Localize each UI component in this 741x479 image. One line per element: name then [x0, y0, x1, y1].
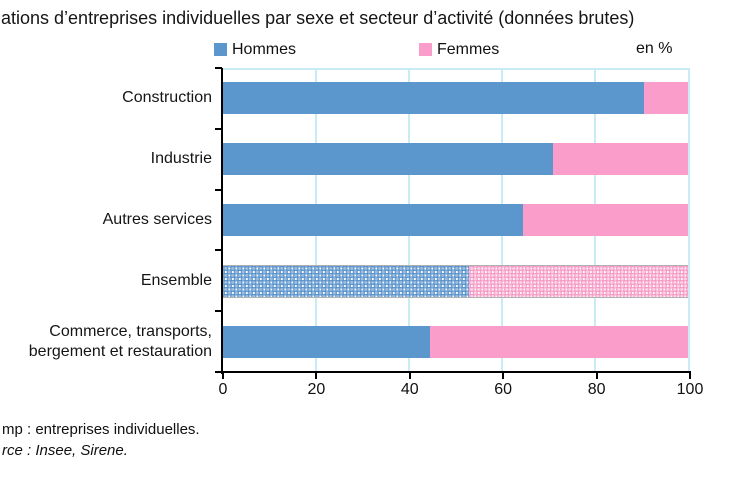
- category-label-line: Autres services: [102, 211, 212, 228]
- x-tick-label-80: 80: [587, 381, 606, 398]
- category-label-line: bergement et restauration: [28, 342, 212, 360]
- bar-row-commerce-transports-: [223, 325, 688, 358]
- x-tick-100: [689, 373, 691, 379]
- chart-title: ations d’entreprises individuelles par s…: [1, 8, 635, 28]
- category-label-line: Construction: [122, 89, 212, 107]
- x-tick-label-40: 40: [400, 381, 419, 398]
- y-axis-line: [221, 68, 223, 374]
- category-label-line: Ensemble: [140, 271, 212, 289]
- bar-row-construction: [223, 82, 688, 115]
- bar-segment-hommes: [223, 325, 430, 358]
- x-tick-60: [502, 373, 505, 379]
- legend-label-femmes: Femmes: [437, 41, 500, 58]
- y-tick-5: [215, 371, 222, 373]
- bar-segment-hommes: [223, 143, 554, 176]
- legend-swatch-femmes: [419, 43, 432, 56]
- category-label-construction: Construction: [0, 88, 212, 108]
- x-tick-label-100: 100: [676, 381, 704, 398]
- bar-row-ensemble: [223, 264, 688, 298]
- x-tick-label-60: 60: [494, 381, 513, 398]
- bar-segment-hommes: [223, 204, 523, 236]
- category-label-autres-services: Autres services: [0, 210, 212, 230]
- legend-swatch-hommes: [214, 43, 227, 56]
- bar-row-autres-services: [223, 204, 688, 236]
- footer-champ-note: mp : entreprises individuelles.: [2, 421, 200, 438]
- x-tick-80: [595, 373, 598, 379]
- bar-segment-femmes: [429, 325, 688, 358]
- plot-area: [223, 68, 690, 372]
- x-tick-40: [408, 373, 411, 379]
- y-tick-1: [215, 127, 222, 130]
- category-label-ensemble: Ensemble: [0, 271, 212, 291]
- bar-segment-femmes: [553, 143, 688, 176]
- footer-source-note: rce : Insee, Sirene.: [2, 442, 128, 459]
- y-tick-3: [215, 249, 222, 252]
- bar-segment-hommes: [223, 265, 470, 297]
- category-label-industrie: Industrie: [0, 149, 212, 169]
- bar-row-industrie: [223, 143, 688, 176]
- category-label-line: Commerce, transports,: [49, 322, 212, 340]
- x-tick-20: [315, 373, 318, 379]
- x-tick-0: [222, 373, 224, 379]
- bar-segment-femmes: [643, 82, 688, 115]
- y-tick-4: [215, 310, 222, 313]
- x-tick-label-0: 0: [218, 381, 228, 398]
- bar-segment-femmes: [469, 265, 688, 297]
- y-tick-2: [215, 188, 222, 191]
- category-label-commerce-transports-: Commerce, transports, bergement et restau…: [0, 322, 212, 362]
- bar-segment-hommes: [223, 82, 644, 115]
- category-label-line: Industrie: [150, 150, 212, 168]
- unit-label: en %: [636, 40, 673, 57]
- bar-segment-femmes: [522, 204, 688, 236]
- x-axis-line: [216, 371, 691, 373]
- legend-label-hommes: Hommes: [232, 41, 297, 58]
- y-tick-0: [215, 67, 222, 69]
- x-tick-label-20: 20: [307, 381, 326, 398]
